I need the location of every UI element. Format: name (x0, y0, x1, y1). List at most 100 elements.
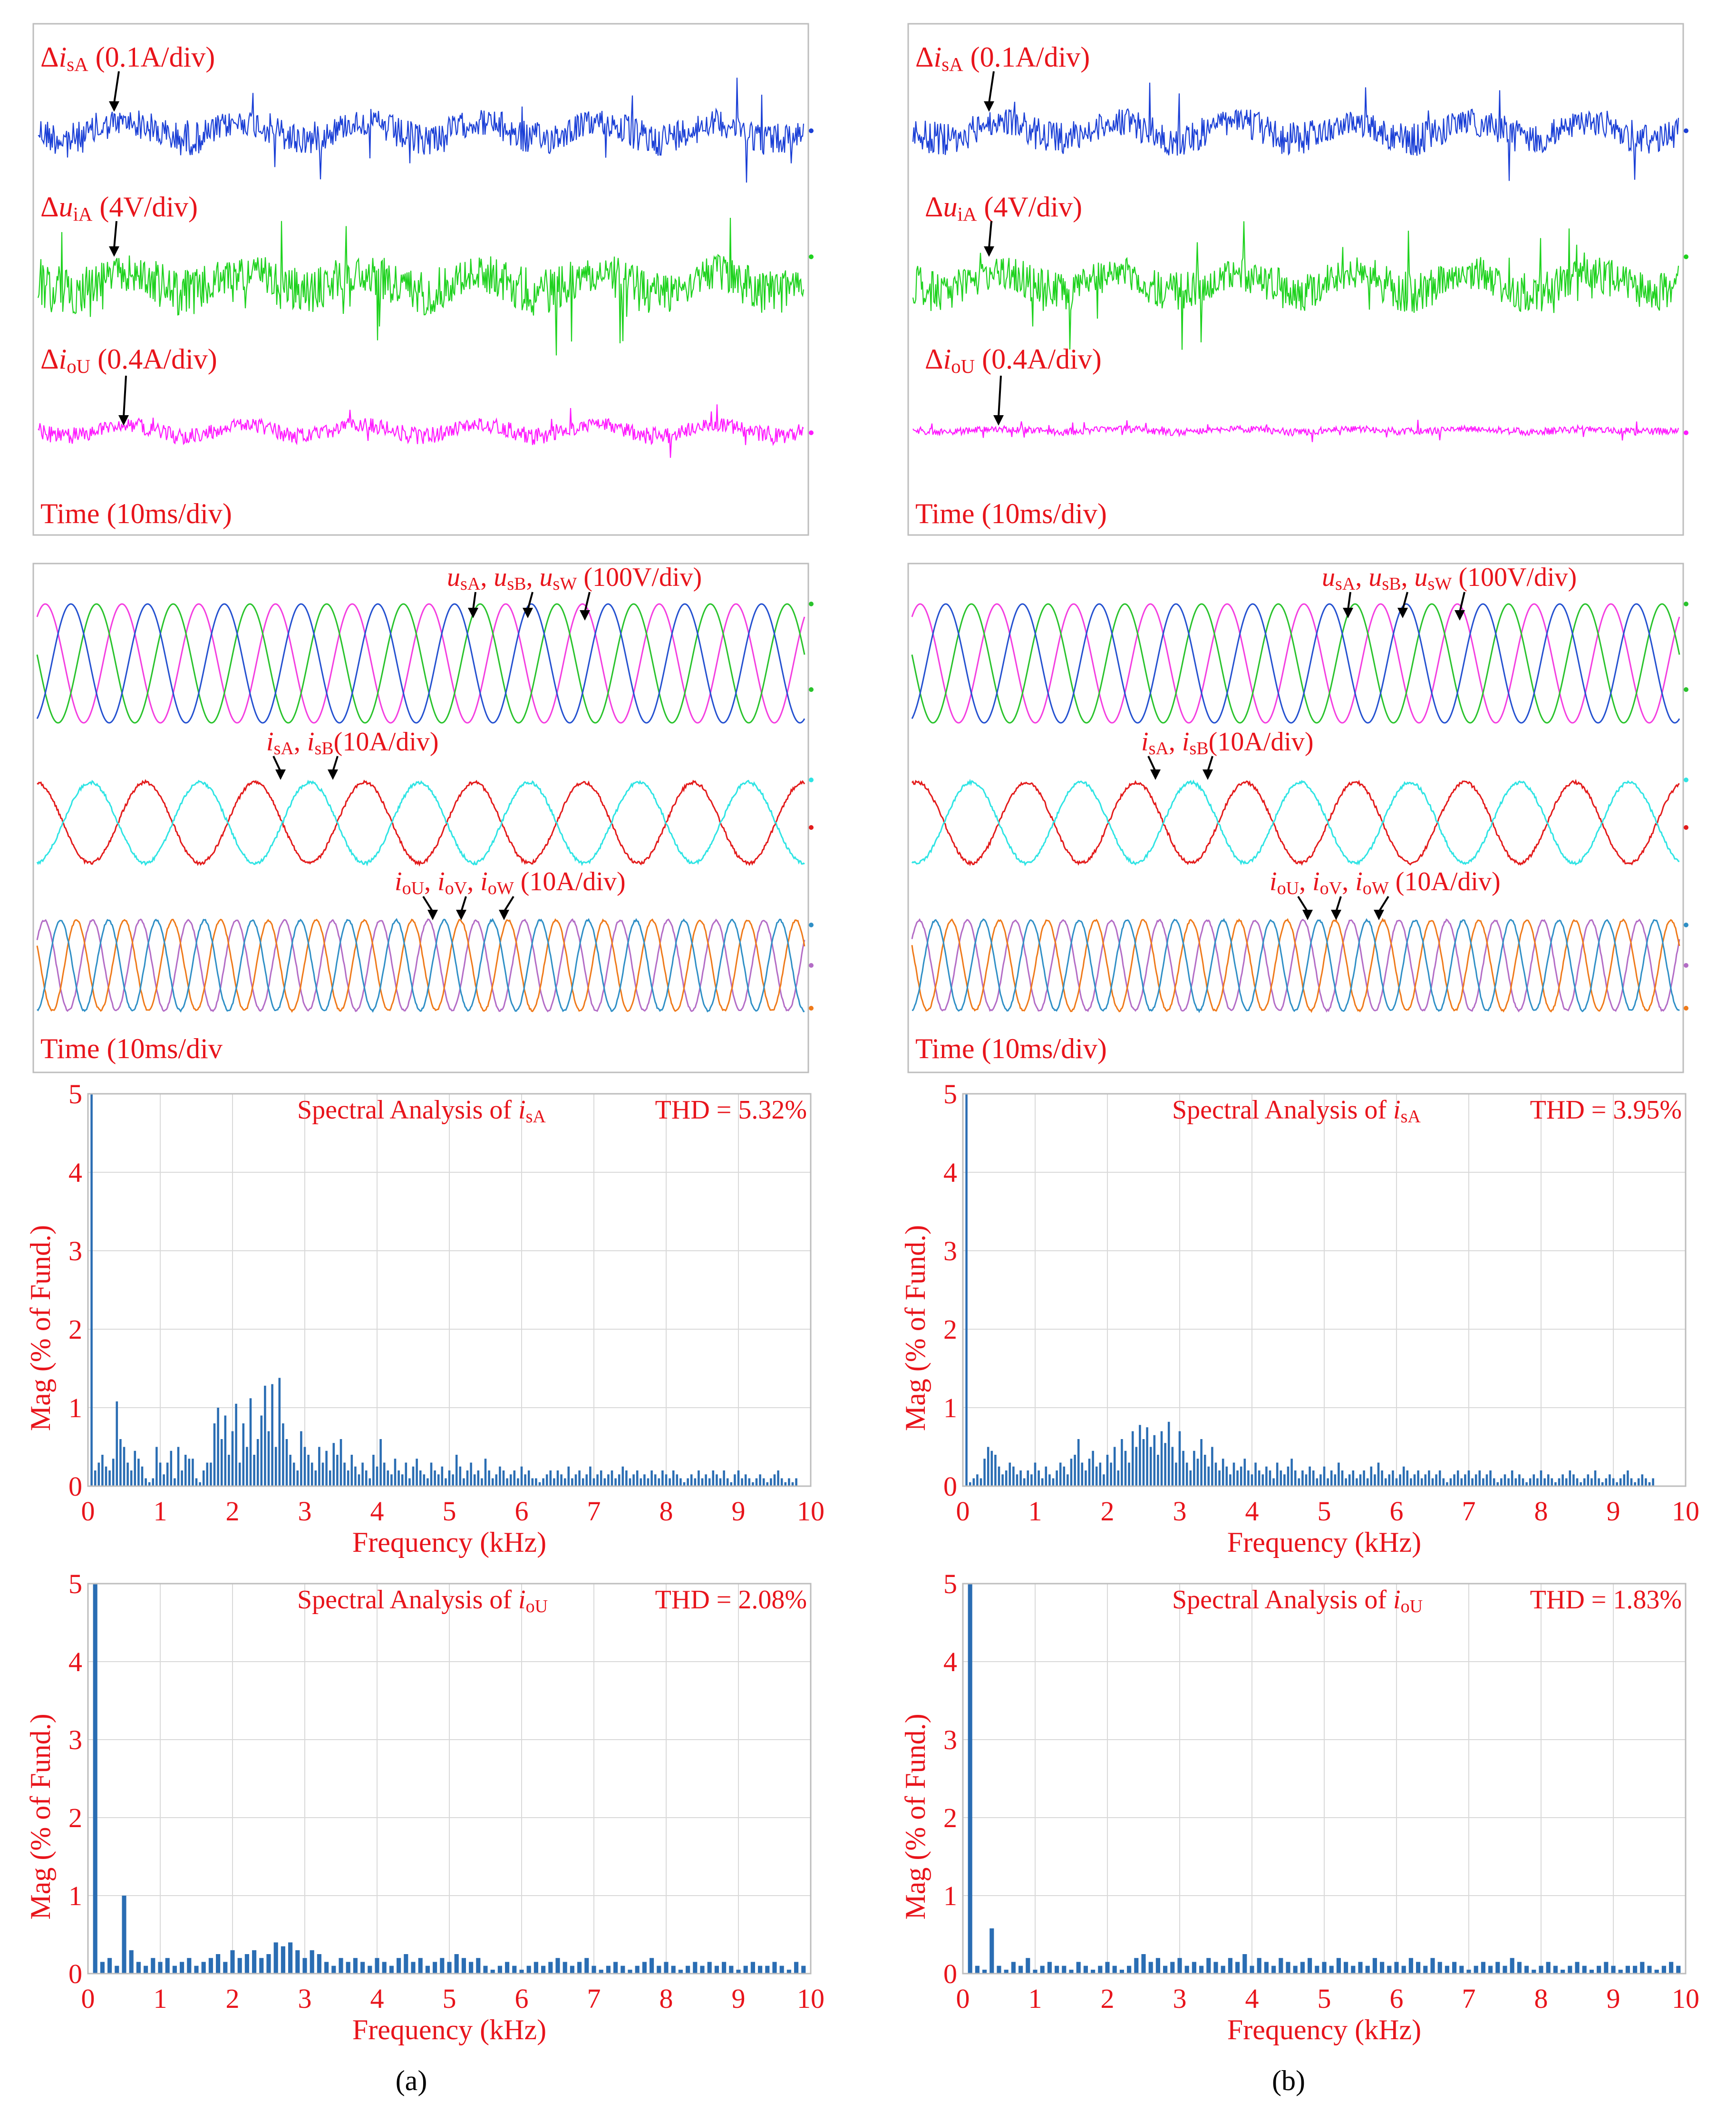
spectrum-bar (1500, 1478, 1503, 1486)
spectrum-bar (705, 1474, 707, 1486)
spectrum-bar (1496, 1482, 1499, 1486)
spectrum-bar (253, 1455, 255, 1486)
spectrum-bar (1532, 1969, 1536, 1974)
usa-arrow (1343, 592, 1353, 618)
spectrum-bar (1381, 1470, 1383, 1486)
spectrum-bar (1591, 1478, 1593, 1486)
scope1-frame (907, 23, 1684, 536)
marker-c2 (809, 825, 814, 830)
spectrum-bar (1177, 1958, 1182, 1974)
spectrum-bar (325, 1450, 328, 1486)
ch3-marker (809, 430, 814, 435)
spectrum-bar (592, 1966, 596, 1974)
x-tick-label: 5 (443, 1496, 456, 1527)
spectrum-bar (987, 1447, 989, 1486)
y-axis-label: Mag (% of Fund.) (25, 1713, 56, 1919)
spectrum-bar (1240, 1466, 1242, 1486)
spectrum-bar (614, 1478, 617, 1486)
spectrum-bar (1456, 1470, 1459, 1486)
spectrum-bar (1388, 1474, 1391, 1486)
thd-value: THD = 5.32% (655, 1095, 807, 1125)
spectrum-bar (1167, 1421, 1170, 1486)
spectrum-bar (1437, 1962, 1442, 1974)
spectrum-bar (278, 1378, 281, 1486)
spectrum-bar (358, 1474, 360, 1486)
x-tick-label: 3 (1173, 1983, 1187, 2014)
spectrum-bar (136, 1962, 141, 1974)
spectrum-bar (1211, 1447, 1213, 1486)
spectrum-chart-3: 0 1 2 3 4 5 6 7 8 9 10 0 1 2 3 4 5 THD = 1.83% Frequency (… (900, 1568, 1699, 2045)
spectrum-bar (1023, 1478, 1026, 1486)
spectrum-bar (513, 1470, 516, 1486)
spectrum-bar (723, 1470, 725, 1486)
spectrum-bar (1568, 1966, 1572, 1974)
spectrum-bar (1113, 1447, 1116, 1486)
scope2-time-label: Time (10ms/div (40, 1033, 223, 1064)
ui-ripple-trace (37, 217, 805, 356)
spectrum-bar (206, 1462, 209, 1486)
spectrum-bar (1618, 1969, 1623, 1974)
spectrum-bar (1146, 1427, 1148, 1486)
spectrum-bar (195, 1478, 198, 1486)
spectrum-bar (1280, 1470, 1282, 1486)
spectrum-bar (629, 1478, 631, 1486)
spectrum-bar (1164, 1443, 1166, 1486)
spectrum-bar (1652, 1478, 1654, 1486)
spectrum-bar (491, 1478, 494, 1486)
spectrum-bar (256, 1439, 259, 1486)
spectrum-bar (1536, 1478, 1539, 1486)
isb-cur-arrow-shaft (332, 756, 339, 772)
scope1-time-label: Time (10ms/div) (915, 498, 1107, 529)
spectrum-bar (1489, 1470, 1492, 1486)
spectrum-bar (1200, 1439, 1203, 1486)
spectrum-bar (1514, 1478, 1517, 1486)
marker-v1 (1684, 602, 1688, 606)
spectrum-bar (244, 1954, 249, 1974)
spectrum-bar (1416, 1962, 1421, 1974)
ch1-marker (809, 128, 814, 133)
spectrum-bar (788, 1478, 790, 1486)
spectrum-bar (1203, 1455, 1206, 1486)
spectrum-bar (249, 1398, 252, 1486)
y-tick-label: 3 (943, 1236, 957, 1266)
x-tick-label: 10 (797, 1496, 824, 1527)
spectrum-bar (223, 1962, 228, 1974)
spectrum-bar (300, 1431, 302, 1486)
spectrum-bar (412, 1466, 415, 1486)
y-tick-label: 2 (68, 1802, 82, 1833)
spectrum-bar (1269, 1470, 1271, 1486)
spectrum-bar (752, 1482, 754, 1486)
scope2-frame (907, 563, 1684, 1073)
usa-arrow-head (1343, 608, 1353, 618)
spectrum-bar (1392, 1470, 1394, 1486)
spectrum-bar (766, 1482, 769, 1486)
spectrum-bar (1316, 1478, 1319, 1486)
spectrum-bar (1196, 1459, 1199, 1486)
x-tick-label: 10 (1672, 1496, 1699, 1527)
spectrum-bar (353, 1958, 358, 1974)
isb-cur-arrow (1203, 756, 1213, 780)
spectrum-bar (271, 1384, 273, 1486)
spectrum-bar (1153, 1435, 1156, 1486)
spectrum-bar (719, 1478, 722, 1486)
spectrum-bar (1428, 1470, 1430, 1486)
spectrum-bar (440, 1958, 445, 1974)
spectrum-bar (368, 1966, 372, 1974)
delta-isa-label: ΔisA (0.1A/div) (40, 41, 215, 75)
y-tick-label: 1 (68, 1880, 82, 1911)
isa-cur-arrow-shaft (272, 756, 281, 772)
spectrum-bar (1430, 1958, 1435, 1974)
spectrum-bar (1272, 1478, 1275, 1486)
spectrum-bar (527, 1470, 530, 1486)
spectrum-bar (1175, 1462, 1177, 1486)
spectrum-bar (1551, 1478, 1553, 1486)
x-tick-label: 5 (1318, 1496, 1331, 1527)
spectrum-bar (394, 1459, 397, 1486)
isa-cur-arrow (272, 756, 286, 780)
y-axis-label: Mag (% of Fund.) (25, 1225, 56, 1431)
spectrum-bar (1583, 1478, 1586, 1486)
spectrum-bar (535, 1478, 537, 1486)
spectrum-bar (1298, 1478, 1300, 1486)
spectrum-bar (228, 1455, 230, 1486)
spectrum-bar (1301, 1470, 1304, 1486)
